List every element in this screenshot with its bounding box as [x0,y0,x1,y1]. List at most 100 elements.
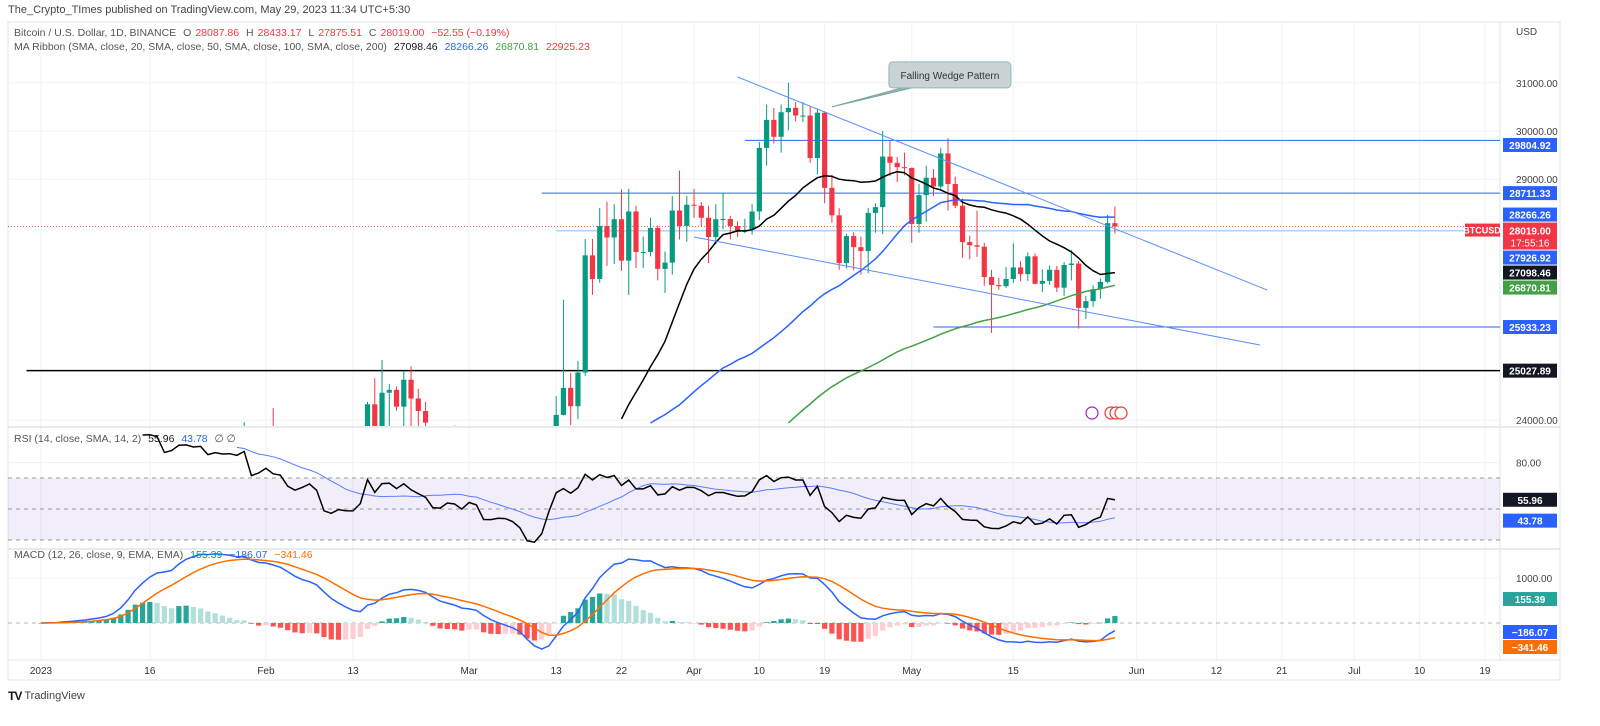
wedge-trendline [737,76,1268,291]
time-tick-label: 16 [144,666,156,677]
candle [713,204,719,245]
candle [894,157,900,183]
macd-histogram-bar [335,623,342,640]
macd-histogram-bar [473,623,479,630]
macd-histogram-bar [843,623,850,641]
candle-body [684,204,690,226]
low-label: L [308,27,315,39]
candle-body [945,153,951,185]
ma-ribbon-legend[interactable]: MA Ribbon (SMA, close, 20, SMA, close, 5… [14,41,594,53]
last-price-badge-bg [1503,222,1557,250]
price-level-label: 29804.92 [1509,141,1551,152]
candle [1076,261,1082,329]
macd-value: −186.07 [229,549,268,561]
candle-body [793,107,799,116]
low-value: 27875.51 [318,27,362,39]
candle-body [1112,223,1118,227]
macd-histogram-bar [285,623,291,631]
publisher-line: The_Crypto_TImes published on TradingVie… [8,4,411,16]
candle-body [952,184,958,206]
candle [1046,265,1053,285]
macd-histogram-bar [589,596,596,623]
candle [640,236,646,268]
candle [916,184,922,233]
candle [785,82,791,131]
ma-ribbon-title: MA Ribbon (SMA, close, 20, SMA, close, 5… [14,41,387,53]
candle-body [938,153,944,187]
macd-histogram-bar [118,614,124,623]
macd-histogram-bar [829,623,835,634]
macd-histogram-bar [633,605,639,623]
candle [1054,265,1060,292]
macd-histogram-bar [887,623,893,628]
candle-body [393,389,400,407]
candle-body [1097,281,1103,290]
time-tick-label: 13 [347,666,359,677]
candle [1010,243,1016,283]
candle-body [568,387,574,407]
macd-histogram-bar [822,623,828,629]
price-tick-label: 29000.00 [1516,175,1558,186]
macd-histogram-bar [764,622,770,623]
candle-body [415,398,421,412]
candle-body [843,236,850,264]
time-tick-label: Mar [460,666,478,677]
time-tick-label: Apr [686,666,702,677]
macd-histogram-bar [778,619,784,623]
rsi-legend[interactable]: RSI (14, close, SMA, 14, 2) 55.96 43.78 … [14,433,240,445]
rsi-ma-badge-bg [1503,513,1557,528]
candle-body [1003,278,1009,287]
sma50-line [650,198,1115,424]
candle [858,236,864,275]
tradingview-logo[interactable]: TV TradingView [8,689,85,703]
candle [872,203,879,233]
macd-histogram-bar [988,623,995,635]
candle-body [713,219,719,238]
macd-histogram-bar [437,623,443,629]
macd-legend[interactable]: MACD (12, 26, close, 9, EMA, EMA) 155.39… [14,549,317,561]
price-level-label-bg [1503,320,1557,335]
candle-body [1054,269,1060,288]
macd-histogram-bar [430,623,436,626]
axes[interactable]: 2023 16 Feb 13 Mar 13 22 Apr 10 19 May 15 Jun 12 21 Jul… [30,79,1558,677]
macd-histogram-bar [270,623,276,627]
candle-body [401,379,407,407]
macd-histogram-bar [1083,623,1089,625]
macd-histogram-bar [851,623,857,642]
candle-body [727,218,733,226]
candle-body [575,372,581,407]
price-level-label: 26870.81 [1509,284,1551,295]
macd-histogram-bar [771,621,777,623]
symbol-legend[interactable]: Bitcoin / U.S. Dollar, 1D, BINANCE O 2808… [14,27,513,39]
price-pane[interactable]: Falling Wedge Pattern [8,61,1500,426]
candle [422,401,429,426]
macd-title: MACD (12, 26, close, 9, EMA, EMA) [14,549,184,561]
candle [575,360,581,420]
macd-histogram-bar [582,599,588,623]
macd-histogram-bar [1032,623,1038,628]
time-tick-label: 19 [819,666,831,677]
candle-body [1017,267,1024,275]
candle [633,205,639,268]
candle-body [756,147,762,212]
candle [684,196,690,242]
candle [967,235,973,260]
time-tick-label: 21 [1276,666,1288,677]
macd-signal-badge: −341.46 [1512,643,1549,654]
price-level-label-bg [1503,265,1557,280]
candle-body [836,215,842,264]
macd-histogram-bar [1025,623,1031,629]
macd-value-badge-bg [1503,625,1557,639]
candle-body [1032,256,1038,284]
macd-histogram-bar [691,622,697,624]
candle-body [967,242,973,246]
candle-body [582,255,588,373]
macd-histogram-bar [539,623,545,640]
candle [793,102,799,122]
candle-body [996,284,1002,287]
macd-histogram-bar [626,600,632,623]
macd-hist-value: 155.39 [190,549,223,561]
candle [778,104,784,153]
macd-histogram-bar [466,623,472,630]
